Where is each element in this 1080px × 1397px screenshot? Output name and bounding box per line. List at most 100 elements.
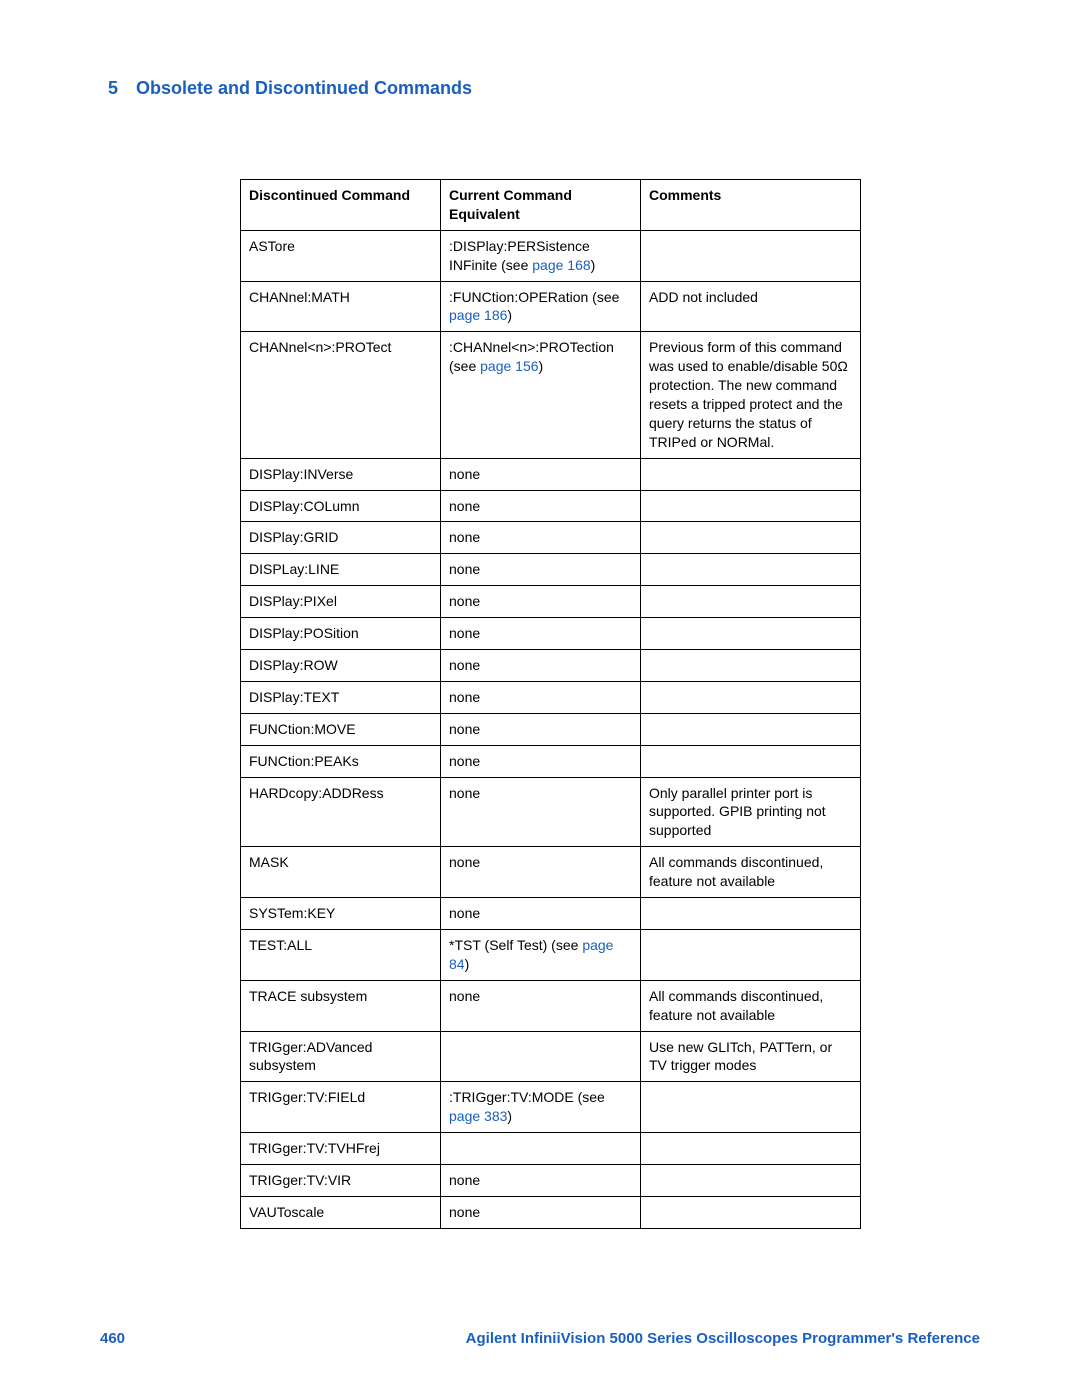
page: 5 Obsolete and Discontinued Commands Dis… <box>0 0 1080 1397</box>
table-container: Discontinued Command Current Command Equ… <box>240 179 980 1229</box>
table-row: VAUToscalenone <box>241 1196 861 1228</box>
text-segment: none <box>449 498 480 514</box>
chapter-title: Obsolete and Discontinued Commands <box>136 78 472 99</box>
table-row: DISPLay:LINE none <box>241 554 861 586</box>
cell-discontinued: HARDcopy:ADDRess <box>241 777 441 847</box>
cell-discontinued: TEST:ALL <box>241 929 441 980</box>
table-row: HARDcopy:ADDRess none Only parallel printe… <box>241 777 861 847</box>
table-row: TRIGger:ADVanced subsystem Use new GLITch… <box>241 1031 861 1082</box>
cell-discontinued: DISPlay:GRID <box>241 522 441 554</box>
cell-discontinued: CHANnel:MATH <box>241 281 441 332</box>
table-row: DISPlay:ROWnone <box>241 650 861 682</box>
cell-equivalent: none <box>441 777 641 847</box>
page-link[interactable]: page 168 <box>532 257 590 273</box>
table-row: DISPlay:INVerse none <box>241 458 861 490</box>
cell-discontinued: DISPlay:COLumn <box>241 490 441 522</box>
cell-comments: Only parallel printer port is supported.… <box>641 777 861 847</box>
commands-table: Discontinued Command Current Command Equ… <box>240 179 861 1229</box>
table-row: CHANnel:MATH:FUNCtion:OPERation (see pag… <box>241 281 861 332</box>
cell-comments <box>641 618 861 650</box>
table-row: DISPlay:POSitionnone <box>241 618 861 650</box>
cell-discontinued: DISPLay:LINE <box>241 554 441 586</box>
cell-discontinued: VAUToscale <box>241 1196 441 1228</box>
cell-discontinued: CHANnel<n>:PROTect <box>241 332 441 458</box>
text-segment: none <box>449 529 480 545</box>
table-row: CHANnel<n>:PROTect:CHANnel<n>:PROTection… <box>241 332 861 458</box>
cell-comments <box>641 898 861 930</box>
cell-discontinued: TRIGger:TV:VIR <box>241 1164 441 1196</box>
cell-comments: All commands discontinued, feature not a… <box>641 980 861 1031</box>
cell-equivalent <box>441 1133 641 1165</box>
footer-title: Agilent InfiniiVision 5000 Series Oscill… <box>466 1330 980 1347</box>
text-segment: ) <box>591 257 596 273</box>
text-segment: Only parallel printer port is supported.… <box>649 785 826 839</box>
cell-discontinued: ASTore <box>241 230 441 281</box>
cell-discontinued: DISPlay:PIXel <box>241 586 441 618</box>
cell-discontinued: DISPlay:INVerse <box>241 458 441 490</box>
cell-comments <box>641 1196 861 1228</box>
cell-comments <box>641 1164 861 1196</box>
cell-comments <box>641 929 861 980</box>
text-segment: ) <box>539 358 544 374</box>
cell-comments <box>641 1133 861 1165</box>
text-segment: none <box>449 657 480 673</box>
text-segment: ) <box>507 1108 512 1124</box>
text-segment: Use new GLITch, PATTern, or TV trigger m… <box>649 1039 832 1074</box>
cell-discontinued: MASK <box>241 847 441 898</box>
cell-discontinued: TRACE subsystem <box>241 980 441 1031</box>
table-row: ASTore:DISPlay:PERSistence INFinite (see… <box>241 230 861 281</box>
cell-equivalent: :CHANnel<n>:PROTection (see page 156) <box>441 332 641 458</box>
text-segment: none <box>449 1172 480 1188</box>
text-segment: none <box>449 721 480 737</box>
cell-comments <box>641 458 861 490</box>
cell-equivalent: none <box>441 490 641 522</box>
cell-discontinued: TRIGger:ADVanced subsystem <box>241 1031 441 1082</box>
table-row: TEST:ALL*TST (Self Test) (see page 84) <box>241 929 861 980</box>
text-segment: ADD not included <box>649 289 758 305</box>
table-row: TRACE subsystemnoneAll commands disconti… <box>241 980 861 1031</box>
cell-comments: All commands discontinued, feature not a… <box>641 847 861 898</box>
cell-equivalent: none <box>441 650 641 682</box>
cell-equivalent: none <box>441 898 641 930</box>
table-header-row: Discontinued Command Current Command Equ… <box>241 180 861 231</box>
cell-discontinued: DISPlay:TEXT <box>241 681 441 713</box>
page-link[interactable]: page 186 <box>449 307 507 323</box>
table-body: ASTore:DISPlay:PERSistence INFinite (see… <box>241 230 861 1228</box>
cell-comments: ADD not included <box>641 281 861 332</box>
cell-comments <box>641 554 861 586</box>
table-row: DISPlay:TEXT none <box>241 681 861 713</box>
text-segment: All commands discontinued, feature not a… <box>649 854 823 889</box>
text-segment: ) <box>507 307 512 323</box>
cell-comments <box>641 1082 861 1133</box>
text-segment: none <box>449 785 480 801</box>
cell-discontinued: FUNCtion:PEAKs <box>241 745 441 777</box>
text-segment: none <box>449 561 480 577</box>
cell-equivalent: none <box>441 980 641 1031</box>
cell-comments <box>641 650 861 682</box>
table-row: TRIGger:TV:FIELd:TRIGger:TV:MODE (see pa… <box>241 1082 861 1133</box>
text-segment: none <box>449 593 480 609</box>
cell-discontinued: FUNCtion:MOVE <box>241 713 441 745</box>
page-link[interactable]: page 383 <box>449 1108 507 1124</box>
page-link[interactable]: page 156 <box>480 358 538 374</box>
text-segment: none <box>449 466 480 482</box>
cell-equivalent: :TRIGger:TV:MODE (see page 383) <box>441 1082 641 1133</box>
text-segment: :TRIGger:TV:MODE (see <box>449 1089 605 1105</box>
cell-comments <box>641 490 861 522</box>
page-number: 460 <box>100 1330 125 1347</box>
cell-equivalent: none <box>441 458 641 490</box>
text-segment: Previous form of this command was used t… <box>649 339 848 449</box>
table-row: DISPlay:GRID none <box>241 522 861 554</box>
table-row: MASKnoneAll commands discontinued, featu… <box>241 847 861 898</box>
cell-discontinued: TRIGger:TV:TVHFrej <box>241 1133 441 1165</box>
text-segment: none <box>449 905 480 921</box>
cell-equivalent: none <box>441 1196 641 1228</box>
col-header-discontinued: Discontinued Command <box>241 180 441 231</box>
table-head: Discontinued Command Current Command Equ… <box>241 180 861 231</box>
cell-comments: Previous form of this command was used t… <box>641 332 861 458</box>
cell-equivalent: :DISPlay:PERSistence INFinite (see page … <box>441 230 641 281</box>
text-segment: none <box>449 625 480 641</box>
text-segment: none <box>449 689 480 705</box>
table-row: DISPlay:PIXel none <box>241 586 861 618</box>
cell-comments <box>641 586 861 618</box>
